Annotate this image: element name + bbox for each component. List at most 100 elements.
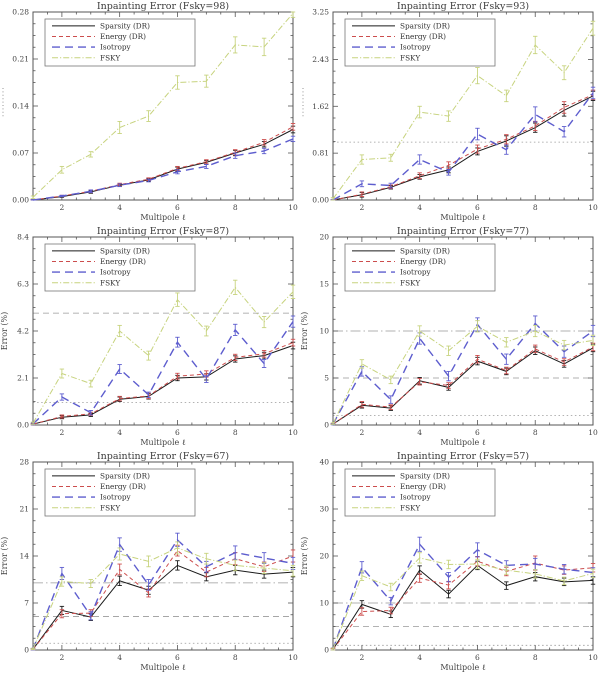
- svg-text:40: 40: [319, 458, 329, 467]
- svg-text:6: 6: [175, 653, 180, 662]
- svg-text:Isotropy: Isotropy: [100, 268, 132, 277]
- chart-panel-fsky77: Inpainting Error (Fsky=77) 2 4 6 8 10 0 5 10 15 20…: [300, 225, 600, 450]
- svg-text:4: 4: [417, 428, 422, 437]
- svg-text:Multipole ℓ: Multipole ℓ: [140, 438, 185, 447]
- svg-text:10: 10: [588, 428, 598, 437]
- svg-text:Energy (DR): Energy (DR): [100, 32, 146, 41]
- svg-text:0: 0: [324, 646, 329, 655]
- svg-text:10: 10: [288, 653, 298, 662]
- chart-svg-fsky67: Inpainting Error (Fsky=67) 2 4 6 8 10 0 7 14 21 28…: [0, 450, 300, 675]
- svg-text:2: 2: [59, 428, 64, 437]
- svg-text:4: 4: [417, 653, 422, 662]
- svg-text:4.2: 4.2: [17, 327, 29, 336]
- svg-text:FSKY: FSKY: [400, 53, 420, 62]
- svg-text:28: 28: [19, 458, 29, 467]
- svg-text:Isotropy: Isotropy: [400, 43, 432, 52]
- svg-text:2: 2: [359, 653, 364, 662]
- svg-text:Sparsity (DR): Sparsity (DR): [100, 472, 150, 481]
- svg-text:Error (%): Error (%): [0, 537, 9, 576]
- svg-text:2.43: 2.43: [312, 55, 329, 64]
- svg-text:FSKY: FSKY: [100, 278, 120, 287]
- svg-text:Energy (DR): Energy (DR): [100, 482, 146, 491]
- chart-panel-fsky57: Inpainting Error (Fsky=57) 2 4 6 8 10 0 10 20 30 4…: [300, 450, 600, 675]
- chart-svg-fsky77: Inpainting Error (Fsky=77) 2 4 6 8 10 0 5 10 15 20…: [300, 225, 600, 450]
- svg-text:0.07: 0.07: [12, 149, 29, 158]
- svg-text:4: 4: [117, 428, 122, 437]
- svg-text:21: 21: [19, 505, 29, 514]
- svg-text:Error (%): Error (%): [300, 537, 309, 576]
- svg-text:5: 5: [324, 374, 329, 383]
- svg-text:Isotropy: Isotropy: [400, 268, 432, 277]
- svg-text:8: 8: [533, 428, 538, 437]
- svg-text:10: 10: [319, 327, 329, 336]
- chart-svg-fsky57: Inpainting Error (Fsky=57) 2 4 6 8 10 0 10 20 30 4…: [300, 450, 600, 675]
- chart-svg-fsky98: Inpainting Error (Fsky=98) 2 4 6 8 10 0.00 0.07…: [0, 0, 300, 225]
- svg-text:8: 8: [533, 203, 538, 212]
- svg-text:10: 10: [588, 203, 598, 212]
- svg-text:Multipole ℓ: Multipole ℓ: [140, 663, 185, 672]
- svg-text:4: 4: [417, 203, 422, 212]
- svg-text:Isotropy: Isotropy: [400, 493, 432, 502]
- chart-panel-fsky67: Inpainting Error (Fsky=67) 2 4 6 8 10 0 7 14 21 28…: [0, 450, 300, 675]
- svg-text:Inpainting Error (Fsky=57): Inpainting Error (Fsky=57): [397, 451, 529, 462]
- svg-text:Isotropy: Isotropy: [100, 493, 132, 502]
- svg-text:Inpainting Error (Fsky=87): Inpainting Error (Fsky=87): [97, 226, 229, 237]
- svg-text:0.28: 0.28: [12, 8, 29, 17]
- svg-text:8.4: 8.4: [17, 233, 29, 242]
- svg-text:Multipole ℓ: Multipole ℓ: [140, 213, 185, 222]
- svg-text:Multipole ℓ: Multipole ℓ: [440, 663, 485, 672]
- chart-svg-fsky93: Inpainting Error (Fsky=93) 2 4 6 8 10 0.00 0.81…: [300, 0, 600, 225]
- chart-panel-fsky93: Inpainting Error (Fsky=93) 2 4 6 8 10 0.00 0.81…: [300, 0, 600, 225]
- svg-text:2: 2: [59, 203, 64, 212]
- svg-text:2: 2: [359, 203, 364, 212]
- svg-text:15: 15: [319, 280, 329, 289]
- svg-text:Inpainting Error (Fsky=77): Inpainting Error (Fsky=77): [397, 226, 529, 237]
- svg-text:Isotropy: Isotropy: [100, 43, 132, 52]
- svg-text:8: 8: [233, 203, 238, 212]
- svg-text:Error (%): Error (%): [0, 312, 9, 351]
- svg-text:6: 6: [175, 203, 180, 212]
- svg-text:FSKY: FSKY: [400, 503, 420, 512]
- svg-text:30: 30: [319, 505, 329, 514]
- svg-text:0.81: 0.81: [312, 149, 329, 158]
- svg-text:2: 2: [59, 653, 64, 662]
- svg-text:Multipole ℓ: Multipole ℓ: [440, 438, 485, 447]
- svg-text:8: 8: [233, 653, 238, 662]
- chart-panel-fsky98: Inpainting Error (Fsky=98) 2 4 6 8 10 0.00 0.07…: [0, 0, 300, 225]
- svg-text:10: 10: [588, 653, 598, 662]
- svg-text:10: 10: [288, 203, 298, 212]
- svg-text:FSKY: FSKY: [400, 278, 420, 287]
- svg-text:Sparsity (DR): Sparsity (DR): [400, 472, 450, 481]
- svg-text:8: 8: [233, 428, 238, 437]
- svg-text:0.0: 0.0: [17, 421, 29, 430]
- svg-text:Multipole ℓ: Multipole ℓ: [440, 213, 485, 222]
- svg-text:Inpainting Error (Fsky=98): Inpainting Error (Fsky=98): [97, 1, 229, 12]
- chart-panel-fsky87: Inpainting Error (Fsky=87) 2 4 6 8 10 0.0 2.1 4.…: [0, 225, 300, 450]
- svg-text:Energy (DR): Energy (DR): [400, 257, 446, 266]
- svg-text:4: 4: [117, 653, 122, 662]
- svg-text:Sparsity (DR): Sparsity (DR): [400, 247, 450, 256]
- svg-text:Sparsity (DR): Sparsity (DR): [100, 247, 150, 256]
- svg-text:14: 14: [19, 552, 29, 561]
- svg-text:Inpainting Error (Fsky=93): Inpainting Error (Fsky=93): [397, 1, 529, 12]
- svg-text:6.3: 6.3: [17, 280, 29, 289]
- svg-text:6: 6: [475, 203, 480, 212]
- svg-text:Inpainting Error (Fsky=67): Inpainting Error (Fsky=67): [97, 451, 229, 462]
- svg-text:6: 6: [475, 428, 480, 437]
- svg-text:0.14: 0.14: [12, 102, 29, 111]
- svg-text:20: 20: [319, 233, 329, 242]
- svg-text:FSKY: FSKY: [100, 503, 120, 512]
- svg-text:Sparsity (DR): Sparsity (DR): [400, 22, 450, 31]
- svg-text:0: 0: [24, 646, 29, 655]
- svg-text:20: 20: [319, 552, 329, 561]
- svg-text:7: 7: [24, 599, 29, 608]
- svg-text:Energy (DR): Energy (DR): [100, 257, 146, 266]
- svg-text:0.21: 0.21: [12, 55, 29, 64]
- svg-text:10: 10: [319, 599, 329, 608]
- svg-text:3.25: 3.25: [312, 8, 329, 17]
- svg-text:8: 8: [533, 653, 538, 662]
- svg-text:4: 4: [117, 203, 122, 212]
- svg-text:0.00: 0.00: [12, 196, 29, 205]
- svg-text:Energy (DR): Energy (DR): [400, 482, 446, 491]
